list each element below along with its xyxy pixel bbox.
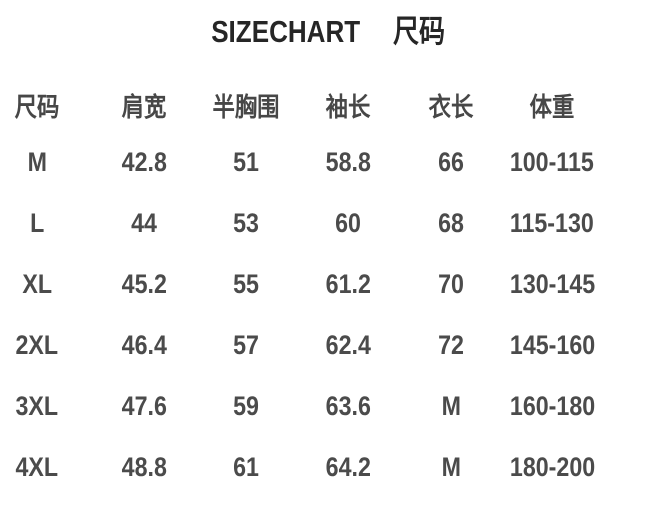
size-cell: 2XL [0,315,92,376]
cell-value: 58.8 [325,147,371,177]
size-label: 2XL [15,330,59,360]
table-cell: 58.8 [297,132,399,193]
table-cell: 180-200 [503,437,647,498]
table-cell: M [399,376,503,437]
table-cell: 46.4 [92,315,196,376]
column-header-size: 尺码 [0,78,92,132]
size-label: M [27,147,47,177]
page-title: SIZECHART 尺码 [0,6,647,51]
table-cell: 44 [92,193,196,254]
table-row-xl: XL 45.2 55 61.2 70 130-145 [0,254,647,315]
cell-value: 70 [438,269,464,299]
cell-value: 59 [233,391,260,421]
cell-value: 42.8 [121,147,167,177]
table-cell: 100-115 [503,132,647,193]
table-cell: M [399,437,503,498]
cell-value: 53 [233,208,260,238]
cell-value: 61.2 [325,269,371,299]
table-cell: 60 [297,193,399,254]
table-cell: 61 [196,437,297,498]
column-header-label: 半胸围 [212,91,281,122]
cell-value: 115-130 [510,208,594,238]
size-cell: L [0,193,92,254]
size-table: 尺码 肩宽 半胸围 袖长 衣长 体重 M 42.8 51 58.8 66 100… [0,78,647,498]
header-row: 尺码 肩宽 半胸围 袖长 衣长 体重 [0,78,647,132]
column-header-label: 尺码 [14,91,60,122]
cell-value: 64.2 [325,452,371,482]
table-cell: 55 [196,254,297,315]
table-cell: 130-145 [503,254,647,315]
size-cell: XL [0,254,92,315]
table-cell: 53 [196,193,297,254]
table-cell: 47.6 [92,376,196,437]
table-cell: 70 [399,254,503,315]
table-cell: 64.2 [297,437,399,498]
cell-value: 47.6 [121,391,167,421]
cell-value: 72 [438,330,464,360]
cell-value: 68 [438,208,464,238]
size-label: XL [22,269,52,299]
cell-value: 45.2 [121,269,167,299]
column-header-weight: 体重 [503,78,647,132]
size-label: 4XL [15,452,59,482]
table-cell: 57 [196,315,297,376]
page-title-chinese: 尺码 [393,14,446,49]
table-cell: 145-160 [503,315,647,376]
column-header-sleeve-length: 袖长 [297,78,399,132]
table-cell: 51 [196,132,297,193]
cell-value: 160-180 [509,391,596,421]
column-header-half-chest: 半胸围 [196,78,297,132]
column-header-shoulder-width: 肩宽 [92,78,196,132]
cell-value: 180-200 [509,452,596,482]
cell-value: 46.4 [121,330,167,360]
cell-value: M [441,452,461,482]
size-cell: 4XL [0,437,92,498]
table-cell: 68 [399,193,503,254]
cell-value: 55 [233,269,260,299]
table-row-l: L 44 53 60 68 115-130 [0,193,647,254]
size-label: L [29,208,45,238]
table-cell: 66 [399,132,503,193]
column-header-label: 体重 [529,91,575,122]
table-cell: 48.8 [92,437,196,498]
table-cell: 45.2 [92,254,196,315]
column-header-label: 袖长 [325,91,371,122]
cell-value: 63.6 [325,391,371,421]
cell-value: 44 [131,208,157,238]
table-row-m: M 42.8 51 58.8 66 100-115 [0,132,647,193]
table-cell: 63.6 [297,376,399,437]
cell-value: 60 [335,208,361,238]
size-cell: M [0,132,92,193]
size-cell: 3XL [0,376,92,437]
cell-value: 66 [438,147,464,177]
cell-value: 145-160 [509,330,596,360]
cell-value: 130-145 [509,269,596,299]
cell-value: 62.4 [325,330,371,360]
column-header-label: 衣长 [428,91,474,122]
table-cell: 61.2 [297,254,399,315]
cell-value: 61 [233,452,260,482]
table-row-4xl: 4XL 48.8 61 64.2 M 180-200 [0,437,647,498]
table-cell: 160-180 [503,376,647,437]
column-header-garment-length: 衣长 [399,78,503,132]
cell-value: 51 [233,147,260,177]
cell-value: 48.8 [121,452,167,482]
table-cell: 62.4 [297,315,399,376]
size-label: 3XL [15,391,59,421]
table-row-3xl: 3XL 47.6 59 63.6 M 160-180 [0,376,647,437]
table-cell: 72 [399,315,503,376]
table-cell: 59 [196,376,297,437]
table-cell: 42.8 [92,132,196,193]
column-header-label: 肩宽 [121,91,167,122]
cell-value: 100-115 [510,147,594,177]
cell-value: 57 [233,330,260,360]
cell-value: M [441,391,461,421]
table-cell: 115-130 [503,193,647,254]
table-row-2xl: 2XL 46.4 57 62.4 72 145-160 [0,315,647,376]
page-title-english: SIZECHART [210,14,360,49]
